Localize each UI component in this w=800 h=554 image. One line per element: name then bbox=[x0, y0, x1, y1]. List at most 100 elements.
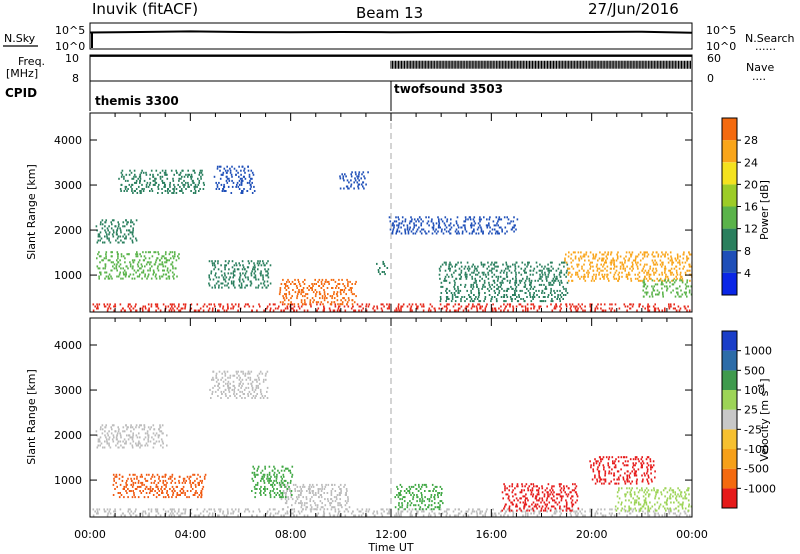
velocity-cell bbox=[327, 483, 330, 486]
power-cell bbox=[103, 303, 105, 306]
power-cell bbox=[641, 253, 644, 256]
velocity-cell bbox=[432, 490, 434, 492]
power-cell bbox=[251, 309, 253, 312]
velocity-cell bbox=[565, 485, 568, 488]
velocity-cell bbox=[498, 512, 500, 515]
velocity-cell bbox=[360, 514, 363, 517]
velocity-cell bbox=[182, 490, 185, 492]
velocity-cell bbox=[409, 500, 411, 503]
power-cell bbox=[472, 285, 475, 288]
velocity-cell bbox=[182, 492, 184, 494]
power-cell bbox=[587, 255, 590, 258]
velocity-cell bbox=[527, 514, 529, 517]
power-cell bbox=[570, 275, 572, 278]
power-cell bbox=[310, 305, 312, 308]
velocity-cell bbox=[403, 490, 406, 492]
power-cell bbox=[249, 284, 252, 287]
power-cell bbox=[238, 284, 240, 287]
velocity-cell bbox=[398, 494, 400, 496]
velocity-cell bbox=[225, 382, 227, 385]
velocity-cell bbox=[143, 424, 145, 427]
power-cell bbox=[224, 169, 227, 172]
velocity-cell bbox=[299, 490, 301, 492]
power-cell bbox=[107, 277, 110, 280]
power-cell bbox=[528, 277, 531, 280]
velocity-cell bbox=[406, 506, 409, 509]
power-cell bbox=[164, 185, 166, 188]
velocity-cell bbox=[92, 514, 95, 517]
power-cell bbox=[615, 265, 618, 268]
power-cell bbox=[334, 303, 337, 306]
power-cell bbox=[123, 190, 126, 192]
power-cell bbox=[501, 287, 503, 290]
velocity-cell bbox=[161, 492, 163, 494]
power-cell bbox=[535, 271, 538, 274]
power-cell bbox=[606, 269, 608, 272]
power-cell bbox=[353, 301, 356, 304]
velocity-cell bbox=[478, 508, 481, 511]
power-cell bbox=[480, 263, 483, 266]
power-cell bbox=[259, 305, 261, 308]
power-cell bbox=[240, 169, 242, 172]
power-cell bbox=[547, 263, 549, 266]
power-cell bbox=[473, 269, 476, 272]
velocity-cell bbox=[506, 487, 508, 490]
velocity-cell bbox=[168, 514, 171, 517]
power-cell bbox=[210, 272, 212, 275]
velocity-cell bbox=[256, 483, 259, 486]
power-cell bbox=[615, 269, 618, 272]
velocity-cell bbox=[552, 505, 554, 508]
power-cell bbox=[447, 267, 450, 270]
power-cell bbox=[587, 275, 589, 278]
velocity-cell bbox=[254, 475, 256, 478]
power-cell bbox=[442, 232, 445, 235]
power-cell bbox=[401, 216, 404, 219]
power-cell bbox=[184, 305, 187, 308]
velocity-cell bbox=[102, 446, 104, 449]
power-cell bbox=[489, 226, 491, 229]
power-cell bbox=[142, 171, 145, 174]
power-cell bbox=[253, 272, 256, 275]
power-cbar-swatch bbox=[722, 206, 737, 229]
velocity-cell bbox=[298, 512, 301, 515]
velocity-cell bbox=[421, 494, 423, 496]
power-cell bbox=[227, 307, 229, 310]
velocity-cell bbox=[530, 491, 533, 494]
power-cell bbox=[494, 261, 496, 264]
power-cell bbox=[193, 169, 195, 172]
velocity-cell bbox=[397, 488, 399, 490]
velocity-cell bbox=[571, 508, 574, 511]
velocity-cell bbox=[520, 491, 523, 494]
power-cell bbox=[550, 287, 552, 290]
power-cell bbox=[492, 303, 494, 306]
power-cell bbox=[122, 235, 124, 238]
power-cell bbox=[638, 305, 640, 308]
power-cell bbox=[231, 303, 233, 306]
velocity-cell bbox=[111, 428, 113, 431]
power-cell bbox=[503, 277, 506, 280]
power-cell bbox=[686, 295, 688, 298]
power-cell bbox=[584, 309, 586, 312]
velocity-cell bbox=[525, 503, 528, 506]
velocity-cell bbox=[147, 508, 150, 511]
power-cell bbox=[99, 261, 101, 264]
power-cell bbox=[116, 233, 118, 236]
power-cell bbox=[468, 303, 470, 306]
power-cell bbox=[139, 190, 141, 192]
velocity-cell bbox=[196, 492, 198, 494]
power-cell bbox=[496, 287, 498, 290]
velocity-cell bbox=[159, 479, 161, 482]
power-cell bbox=[123, 241, 125, 244]
velocity-cell bbox=[512, 512, 515, 515]
power-cell bbox=[131, 233, 134, 236]
power-cell bbox=[146, 181, 149, 184]
power-cell bbox=[647, 303, 649, 306]
velocity-cell bbox=[551, 485, 553, 488]
power-cell bbox=[667, 253, 669, 256]
power-cell bbox=[355, 173, 357, 176]
velocity-cell bbox=[269, 477, 271, 480]
power-cell bbox=[112, 261, 114, 264]
velocity-cell bbox=[573, 489, 576, 492]
power-cell bbox=[314, 278, 316, 281]
power-cell bbox=[492, 263, 495, 266]
